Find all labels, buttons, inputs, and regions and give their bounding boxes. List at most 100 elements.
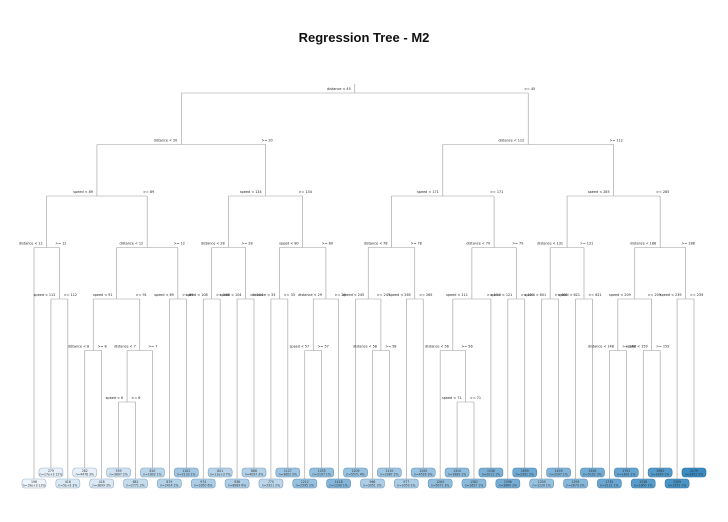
split-no-label: >= 601	[555, 293, 568, 297]
leaf-value: 1212	[301, 480, 309, 484]
leaf-node	[224, 478, 250, 489]
leaf-node	[597, 478, 622, 489]
leaf-count: n=1699 1%	[651, 473, 669, 477]
leaf-count: n=19e+3 13%	[23, 484, 46, 488]
split-no-label: >= 112	[64, 293, 77, 297]
leaf-node	[563, 478, 588, 489]
leaf-count: n=3899 3%	[93, 484, 111, 488]
split-no-label: >= 56	[462, 345, 473, 349]
leaf-count: n=1299 1%	[329, 484, 347, 488]
split-no-label: >= 69	[182, 293, 193, 297]
leaf-value: 888	[251, 469, 257, 473]
split-no-label: >= 71	[470, 396, 481, 400]
leaf-node	[614, 467, 639, 478]
split-no-label: >= 148	[622, 345, 635, 349]
split-no-label: >= 79	[512, 242, 523, 246]
split-no-label: >= 265	[419, 293, 432, 297]
split-no-label: >= 134	[299, 190, 312, 194]
leaf-node	[258, 478, 284, 489]
split-yes-label: speed < 57	[290, 345, 310, 349]
leaf-count: n=2771 2%	[126, 484, 144, 488]
leaf-node	[190, 478, 216, 489]
leaf-count: n=4478 3%	[76, 473, 94, 477]
leaf-node	[72, 467, 98, 478]
split-yes-label: distance < 188	[630, 242, 656, 246]
leaf-node	[123, 478, 148, 489]
leaf-value: 879	[166, 480, 172, 484]
leaf-value: 418	[99, 480, 105, 484]
split-yes-label: distance < 12	[119, 242, 143, 246]
leaf-node	[343, 467, 368, 478]
leaf-value: 1735	[605, 480, 613, 484]
leaf-value: 1791	[622, 469, 630, 473]
leaf-value: 770	[268, 480, 274, 484]
leaf-value: 1209	[352, 469, 360, 473]
leaf-count: n=2011 1%	[482, 473, 500, 477]
leaf-value: 1253	[318, 469, 326, 473]
split-yes-label: speed < 104	[220, 293, 242, 297]
split-yes-label: distance < 20	[154, 139, 178, 143]
leaf-count: n=2414 2%	[160, 484, 178, 488]
leaf-value: 1310	[453, 469, 461, 473]
split-no-label: >= 171	[490, 190, 503, 194]
split-no-label: >= 621	[588, 293, 601, 297]
split-yes-label: speed < 209	[609, 293, 631, 297]
leaf-count: n=1889 1%	[448, 473, 466, 477]
split-yes-label: speed < 91	[93, 293, 113, 297]
leaf-count: n=2197 1%	[313, 473, 331, 477]
split-yes-label: speed < 108	[186, 293, 208, 297]
leaf-count: n=3697 2%	[109, 473, 127, 477]
leaf-count: n=2301 2%	[516, 473, 534, 477]
split-yes-label: speed < 245	[343, 293, 365, 297]
leaf-count: n=3301 2%	[685, 473, 703, 477]
split-no-label: >= 131	[580, 242, 593, 246]
leaf-node	[461, 478, 487, 489]
split-yes-label: speed < 285	[588, 190, 610, 194]
split-no-label: >= 58	[385, 345, 396, 349]
leaf-node	[478, 467, 504, 478]
leaf-node	[174, 467, 199, 478]
leaf-value: 1459	[555, 469, 563, 473]
leaf-count: n=3602 2%	[279, 473, 297, 477]
split-yes-label: distance < 12	[19, 242, 43, 246]
leaf-value: 1536	[487, 469, 495, 473]
split-yes-label: distance < 131	[537, 242, 563, 246]
split-no-label: >= 245	[377, 293, 390, 297]
leaf-count: n=1952 1%	[668, 484, 686, 488]
split-yes-label: distance < 45	[327, 87, 351, 91]
split-yes-label: distance < 8	[68, 345, 90, 349]
split-no-label: >= 91	[136, 293, 147, 297]
leaf-node	[140, 467, 165, 478]
leaf-count: n=3051 2%	[363, 484, 381, 488]
split-no-label: >= 80	[322, 242, 333, 246]
leaf-node	[444, 467, 470, 478]
leaf-value: 841	[217, 469, 223, 473]
leaf-node	[157, 478, 182, 489]
split-no-label: >= 12	[174, 242, 185, 246]
leaf-count: n=4097 3%	[245, 473, 263, 477]
split-yes-label: distance < 28	[201, 242, 225, 246]
split-no-label: >= 188	[682, 242, 695, 246]
split-yes-label: speed < 621	[558, 293, 580, 297]
split-yes-label: distance < 33	[252, 293, 276, 297]
split-no-label: >= 159	[656, 345, 669, 349]
leaf-count: n=2207 1%	[549, 473, 567, 477]
leaf-node	[241, 467, 267, 478]
leaf-count: n=5071 3%	[431, 484, 449, 488]
leaf-value: 1200	[419, 469, 427, 473]
leaf-value: 974	[200, 480, 206, 484]
split-yes-label: speed < 159	[626, 345, 648, 349]
split-yes-label: speed < 112	[34, 293, 56, 297]
leaf-node	[410, 467, 436, 478]
leaf-value: 977	[403, 480, 409, 484]
leaf-node	[89, 478, 114, 489]
leaf-value: 1264	[436, 480, 444, 484]
split-yes-label: speed < 80	[279, 242, 299, 246]
leaf-count: n=1801 1%	[617, 473, 635, 477]
leaf-value: 1362	[470, 480, 478, 484]
leaf-value: 1418	[335, 480, 343, 484]
leaf-node	[529, 478, 554, 489]
leaf-node	[546, 467, 571, 478]
leaf-node	[275, 467, 301, 478]
leaf-count: n=5571 4%	[346, 473, 364, 477]
